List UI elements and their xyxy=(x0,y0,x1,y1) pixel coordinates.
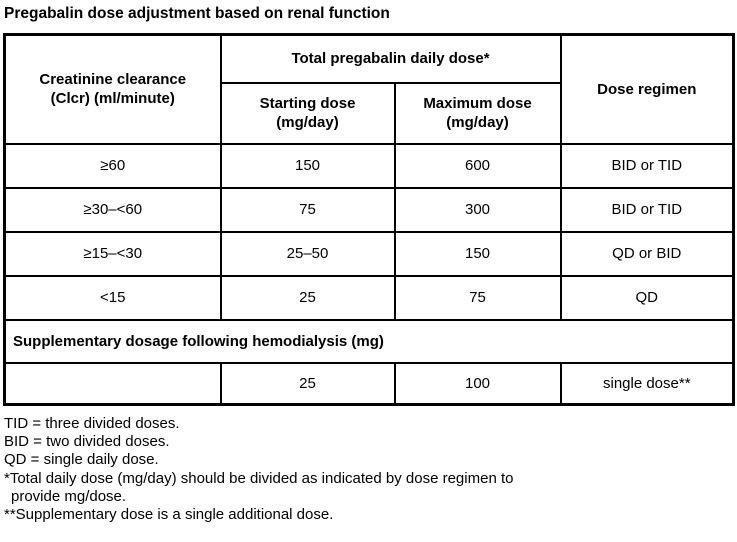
cell-dose-regimen: BID or TID xyxy=(559,186,735,233)
cell-dose-regimen: single dose** xyxy=(559,361,735,406)
header-starting-dose: Starting dose (mg/day) xyxy=(219,81,396,145)
header-row-top: Creatinine clearance (Clcr) (ml/minute) … xyxy=(3,33,735,145)
dose-adjustment-table: Creatinine clearance (Clcr) (ml/minute) … xyxy=(3,33,736,406)
cell-clcr: ≥60 xyxy=(3,142,222,189)
cell-clcr: ≥30–<60 xyxy=(3,186,222,233)
header-row-sub: Starting dose (mg/day) Maximum dose (mg/… xyxy=(5,81,734,145)
footnote-total-dose: *Total daily dose (mg/day) should be div… xyxy=(4,469,514,487)
header-dose-regimen: Dose regimen xyxy=(559,33,735,145)
footnote-supplementary-dose: **Supplementary dose is a single additio… xyxy=(4,506,334,524)
table-row-clcr-ge60: ≥60 150 600 BID or TID xyxy=(3,142,735,189)
cell-starting-dose: 25–50 xyxy=(219,230,396,277)
supplementary-section-title: Supplementary dosage following hemodialy… xyxy=(3,318,735,364)
footnotes: TID = three divided doses. BID = two div… xyxy=(4,415,737,524)
cell-dose-regimen: QD xyxy=(559,274,735,321)
footnote-tid: TID = three divided doses. xyxy=(4,415,180,432)
cell-starting-dose: 75 xyxy=(219,186,396,233)
cell-clcr: <15 xyxy=(3,274,222,321)
cell-dose-regimen: QD or BID xyxy=(559,230,735,277)
supplementary-section-row: Supplementary dosage following hemodialy… xyxy=(3,318,735,364)
header-maximum-dose: Maximum dose (mg/day) xyxy=(393,81,562,145)
cell-starting-dose: 150 xyxy=(219,142,396,189)
table-row-clcr-30-60: ≥30–<60 75 300 BID or TID xyxy=(3,186,735,233)
table-row-clcr-15-30: ≥15–<30 25–50 150 QD or BID xyxy=(3,230,735,277)
cell-maximum-dose: 75 xyxy=(393,274,562,321)
footnote-total-dose-continued: provide mg/dose. xyxy=(11,487,127,505)
cell-dose-regimen: BID or TID xyxy=(559,142,735,189)
cell-maximum-dose: 100 xyxy=(393,361,562,406)
supplementary-dose-row: 25 100 single dose** xyxy=(3,361,735,406)
table-title: Pregabalin dose adjustment based on rena… xyxy=(4,5,390,22)
cell-maximum-dose: 300 xyxy=(393,186,562,233)
footnote-bid: BID = two divided doses. xyxy=(4,433,170,451)
cell-clcr: ≥15–<30 xyxy=(3,230,222,277)
cell-maximum-dose: 150 xyxy=(393,230,562,277)
footnote-qd: QD = single daily dose. xyxy=(4,451,159,469)
cell-starting-dose: 25 xyxy=(219,361,396,406)
header-total-daily-dose: Total pregabalin daily dose* xyxy=(219,33,562,84)
cell-maximum-dose: 600 xyxy=(393,142,562,189)
table-row-clcr-lt15: <15 25 75 QD xyxy=(3,274,735,321)
cell-clcr-empty xyxy=(3,361,222,406)
cell-starting-dose: 25 xyxy=(219,274,396,321)
header-creatinine-clearance: Creatinine clearance (Clcr) (ml/minute) xyxy=(3,33,222,145)
